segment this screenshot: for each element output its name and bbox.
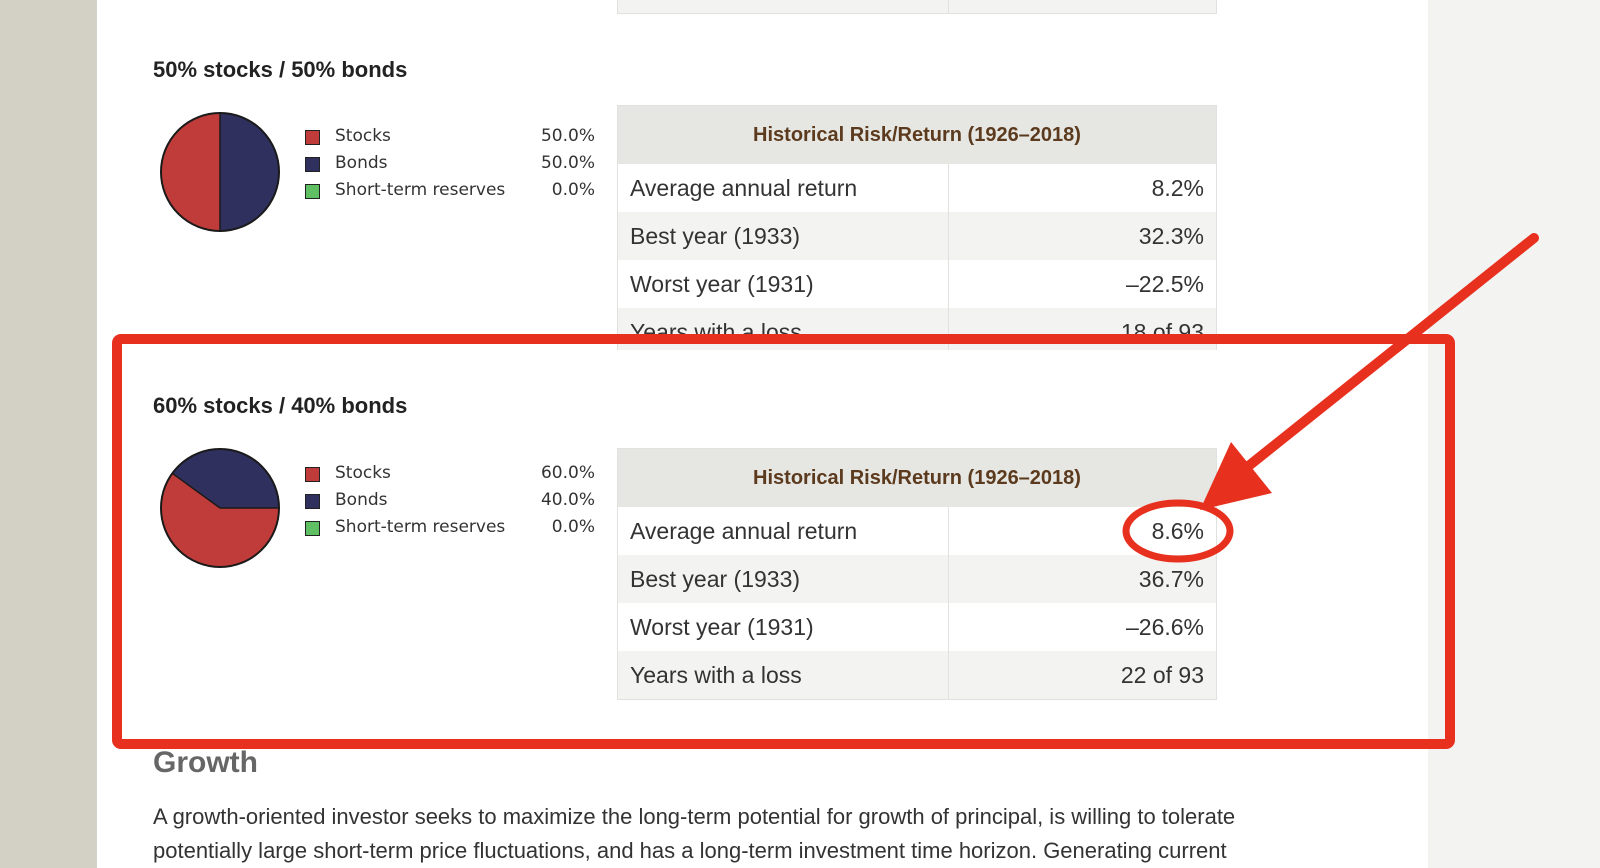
- risk-return-table: Historical Risk/Return (1926–2018) Avera…: [617, 105, 1217, 350]
- allocation-legend: Stocks 60.0% Bonds 40.0% Short-term rese…: [305, 463, 595, 544]
- table-row: Average annual return 8.6%: [617, 507, 1217, 555]
- row-label: Years with a loss: [617, 651, 949, 700]
- legend-item-short-term-reserves: Short-term reserves 0.0%: [305, 180, 595, 207]
- row-value: –22.5%: [1125, 270, 1204, 297]
- previous-table-bottom: [617, 0, 1217, 14]
- legend-item-bonds: Bonds 50.0%: [305, 153, 595, 180]
- short-term-swatch: [305, 521, 320, 536]
- table-header: Historical Risk/Return (1926–2018): [617, 105, 1217, 164]
- allocation-legend: Stocks 50.0% Bonds 50.0% Short-term rese…: [305, 126, 595, 207]
- allocation-pie-chart: [160, 112, 280, 232]
- legend-label: Short-term reserves: [335, 180, 506, 200]
- row-label: Average annual return: [617, 507, 949, 555]
- growth-description: A growth-oriented investor seeks to maxi…: [153, 804, 1236, 863]
- allocation-section-50-50: 50% stocks / 50% bonds Stocks 50.0% Bond…: [0, 0, 1600, 350]
- legend-label: Short-term reserves: [335, 517, 506, 537]
- table-header: Historical Risk/Return (1926–2018): [617, 448, 1217, 507]
- growth-heading: Growth: [153, 746, 258, 779]
- row-label: Worst year (1931): [617, 260, 949, 308]
- legend-percent: 0.0%: [551, 517, 595, 537]
- left-margin: [0, 0, 97, 868]
- legend-item-bonds: Bonds 40.0%: [305, 490, 595, 517]
- legend-item-stocks: Stocks 60.0%: [305, 463, 595, 490]
- section-title: 60% stocks / 40% bonds: [153, 393, 408, 418]
- bonds-swatch: [305, 157, 320, 172]
- stocks-swatch: [305, 467, 320, 482]
- legend-label: Bonds: [335, 490, 388, 510]
- allocation-pie-chart: [160, 448, 280, 568]
- table-row: Worst year (1931) –22.5%: [617, 260, 1217, 308]
- table-row: Best year (1933) 32.3%: [617, 212, 1217, 260]
- risk-return-table: Historical Risk/Return (1926–2018) Avera…: [617, 448, 1217, 700]
- legend-percent: 40.0%: [540, 490, 595, 510]
- row-value: 36.7%: [948, 555, 1217, 603]
- legend-percent: 60.0%: [540, 463, 595, 483]
- legend-item-short-term-reserves: Short-term reserves 0.0%: [305, 517, 595, 544]
- row-label: Worst year (1931): [617, 603, 949, 651]
- row-value: 18 of 93: [948, 308, 1217, 350]
- pie-slice-stocks: [161, 113, 220, 231]
- legend-item-stocks: Stocks 50.0%: [305, 126, 595, 153]
- section-title: 50% stocks / 50% bonds: [153, 57, 408, 82]
- pie-slice-bonds: [220, 113, 279, 231]
- row-label: Average annual return: [617, 164, 949, 212]
- stocks-swatch: [305, 130, 320, 145]
- row-label: Best year (1933): [617, 555, 949, 603]
- table-row: Years with a loss 18 of 93: [617, 308, 1217, 350]
- legend-label: Bonds: [335, 153, 388, 173]
- row-value: –26.6%: [1125, 613, 1204, 640]
- row-value: 32.3%: [948, 212, 1217, 260]
- table-row: Worst year (1931) –26.6%: [617, 603, 1217, 651]
- row-value: 8.2%: [1151, 174, 1204, 201]
- table-row: Best year (1933) 36.7%: [617, 555, 1217, 603]
- legend-label: Stocks: [335, 126, 391, 146]
- row-label: Years with a loss: [617, 308, 949, 350]
- legend-percent: 50.0%: [540, 126, 595, 146]
- bonds-swatch: [305, 494, 320, 509]
- table-row: Years with a loss 22 of 93: [617, 651, 1217, 700]
- row-label: Best year (1933): [617, 212, 949, 260]
- legend-percent: 0.0%: [551, 180, 595, 200]
- row-value: 8.6%: [1151, 517, 1204, 544]
- legend-percent: 50.0%: [540, 153, 595, 173]
- short-term-swatch: [305, 184, 320, 199]
- row-value: 22 of 93: [948, 651, 1217, 700]
- table-row: Average annual return 8.2%: [617, 164, 1217, 212]
- legend-label: Stocks: [335, 463, 391, 483]
